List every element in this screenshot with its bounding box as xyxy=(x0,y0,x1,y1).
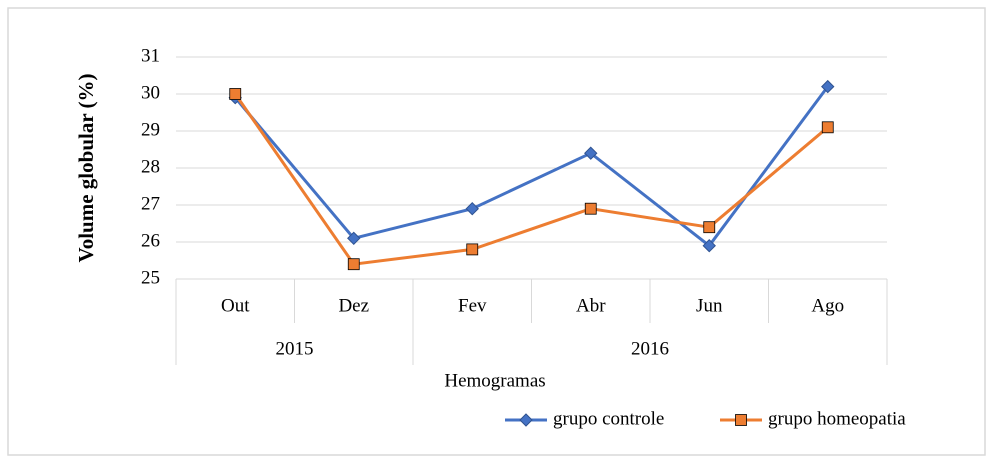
y-tick-label: 29 xyxy=(141,119,160,140)
x-group-label: 2016 xyxy=(631,338,669,359)
legend-label: grupo homeopatia xyxy=(768,408,906,429)
x-tick-label: Ago xyxy=(811,295,844,316)
data-point xyxy=(347,258,360,271)
data-point xyxy=(584,146,598,160)
data-point xyxy=(465,201,479,216)
y-tick-label: 28 xyxy=(141,156,160,177)
data-point xyxy=(702,238,716,253)
y-tick-label: 25 xyxy=(141,267,160,288)
y-tick-label: 26 xyxy=(141,230,160,251)
data-point xyxy=(584,202,597,215)
y-tick-label: 27 xyxy=(141,193,160,214)
x-tick-label: Out xyxy=(221,295,250,316)
x-axis-title: Hemogramas xyxy=(444,370,545,391)
data-point xyxy=(821,79,835,94)
legend-marker xyxy=(735,414,747,426)
x-group-label: 2015 xyxy=(276,338,314,359)
x-tick-label: Abr xyxy=(576,295,606,316)
series-line xyxy=(234,93,829,266)
data-point xyxy=(703,221,716,234)
data-point xyxy=(466,243,479,256)
y-tick-label: 31 xyxy=(141,45,160,66)
x-tick-label: Dez xyxy=(338,295,369,316)
legend-label: grupo controle xyxy=(553,408,664,429)
y-axis-title: Volume globular (%) xyxy=(74,73,98,262)
y-tick-label: 30 xyxy=(141,82,160,103)
legend-marker xyxy=(519,413,533,427)
chart-frame xyxy=(7,7,986,456)
series-line xyxy=(234,85,829,248)
data-point xyxy=(821,121,834,134)
data-point xyxy=(347,231,361,246)
data-point xyxy=(229,88,242,100)
x-tick-label: Fev xyxy=(458,295,487,316)
x-tick-label: Jun xyxy=(696,295,723,316)
